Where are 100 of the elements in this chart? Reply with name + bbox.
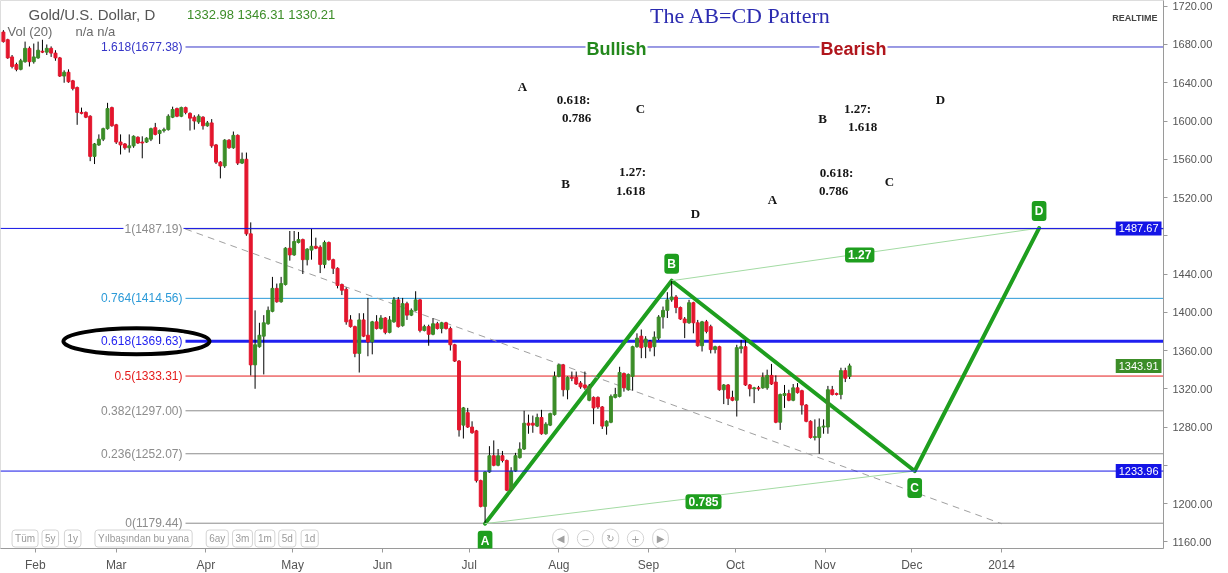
y-tick-label: 1680.00 (1172, 38, 1213, 51)
annotation: 0.786 (818, 182, 849, 198)
annotation: + (631, 533, 640, 545)
y-tick-label: 1640.00 (1172, 76, 1213, 89)
candlestick (591, 395, 596, 425)
annotation: 1.27: (618, 164, 647, 179)
candlestick (491, 439, 496, 467)
candlestick (287, 230, 292, 262)
candlestick (569, 371, 574, 382)
x-tick-label: Apr (196, 557, 216, 572)
candlestick (309, 228, 314, 261)
y-tick-label: 1720.00 (1172, 0, 1213, 13)
candlestick (426, 324, 431, 347)
annotation: ▶ (656, 533, 665, 544)
annotation: 1343.91 (1118, 359, 1159, 372)
ref-line-label: 1.618(1677.38) (101, 40, 183, 54)
y-tick-label: 1520.00 (1172, 191, 1213, 204)
annotation: REALTIME (1112, 12, 1158, 23)
x-tick-label: Aug (548, 557, 570, 572)
annotation: 0.786 (561, 109, 592, 125)
x-tick-label: Feb (24, 557, 46, 572)
ref-line-label: 0.764(1414.56) (101, 291, 183, 306)
annotation: ◀ (556, 533, 565, 544)
candlestick (400, 297, 405, 328)
candlestick (461, 406, 466, 440)
annotation: 0.785 (688, 495, 719, 510)
candlestick (708, 324, 713, 354)
x-tick-label: May (281, 557, 305, 572)
ref-line-label: 0.5(1333.31) (114, 369, 183, 384)
annotation: 1.27 (848, 248, 872, 263)
annotation: 1487.67 (1118, 222, 1159, 235)
x-tick-label: Mar (105, 557, 127, 572)
annotation: Yılbaşından bu yana (97, 533, 190, 544)
annotation: Bullish (586, 38, 647, 59)
candlestick (49, 45, 54, 58)
candlestick (300, 238, 305, 275)
y-tick-label: 1280.00 (1172, 421, 1213, 434)
annotation: 1m (257, 533, 272, 544)
candlestick (687, 299, 692, 325)
y-tick-label: 1400.00 (1172, 306, 1213, 319)
x-tick-label: Nov (814, 557, 836, 572)
annotation: 1233.96 (1118, 465, 1159, 478)
candlestick (127, 133, 132, 154)
annotation: 1332.98 1346.31 1330.21 (187, 7, 336, 22)
annotation: 3m (235, 533, 250, 544)
y-tick-label: 1320.00 (1172, 382, 1213, 395)
x-tick-label: Sep (637, 557, 660, 572)
candlestick (140, 135, 145, 159)
annotation: D (935, 92, 946, 107)
annotation: 1.618 (847, 118, 878, 134)
y-tick-label: 1560.00 (1172, 153, 1213, 166)
annotation: ↻ (606, 533, 615, 544)
candlestick (318, 244, 323, 274)
annotation: D (1034, 204, 1044, 219)
chart-title: Gold/U.S. Dollar, D (28, 6, 156, 23)
candlestick (274, 283, 279, 304)
candlestick (92, 142, 97, 165)
candlestick (322, 240, 327, 269)
annotation: A (480, 533, 490, 548)
annotation: The AB=CD Pattern (649, 3, 830, 28)
y-tick-label: 1360.00 (1172, 344, 1213, 357)
annotation: A (767, 192, 778, 207)
x-tick-label: Oct (726, 557, 746, 572)
annotation: C (635, 101, 646, 116)
y-tick-label: 1160.00 (1172, 535, 1212, 548)
annotation: 1d (304, 533, 316, 544)
annotation: − (581, 533, 590, 545)
candlestick (253, 309, 258, 390)
annotation: 1y (67, 533, 78, 544)
candlestick (27, 45, 32, 67)
annotation: C (884, 174, 895, 189)
annotation: 6ay (209, 533, 226, 544)
annotation: 0.618: (819, 165, 854, 180)
annotation: B (667, 256, 677, 271)
candlestick (405, 301, 409, 321)
ref-line-label: 1(1487.19) (124, 221, 183, 236)
x-tick-label: Dec (901, 557, 923, 572)
candlestick (643, 335, 648, 359)
candlestick (565, 375, 570, 400)
y-tick-label: 1440.00 (1172, 268, 1213, 281)
ref-line-label: 0.618(1369.63) (101, 334, 183, 349)
annotation: 1.27: (843, 101, 872, 116)
annotation: 5d (281, 533, 293, 544)
annotation: D (690, 206, 701, 221)
candlestick (617, 366, 622, 398)
annotation: B (818, 111, 828, 126)
candlestick (639, 328, 644, 359)
annotation: A (517, 79, 528, 94)
candlestick (539, 409, 544, 436)
annotation: n/a n/a (75, 24, 117, 39)
x-tick-label: Jun (372, 557, 393, 572)
annotation: Vol (20) (7, 24, 53, 39)
ref-line-label: 0(1179.44) (125, 516, 183, 531)
candlestick (817, 417, 822, 455)
candlestick (765, 369, 770, 391)
ref-line-label: 0.382(1297.00) (101, 403, 183, 418)
candlestick (240, 152, 245, 165)
candlestick (812, 418, 817, 441)
y-tick-label: 1200.00 (1172, 497, 1213, 510)
x-tick-label: 2014 (988, 557, 1016, 572)
